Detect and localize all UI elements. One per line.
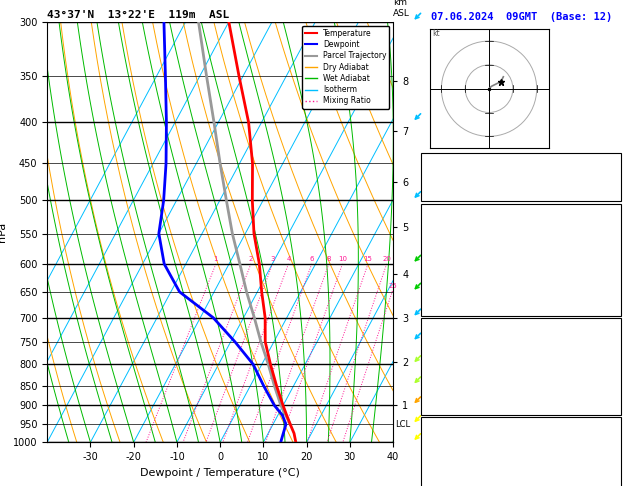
Text: 2: 2: [248, 256, 253, 262]
Y-axis label: hPa: hPa: [0, 222, 8, 242]
Text: Most Unstable: Most Unstable: [486, 322, 557, 331]
Text: CIN (J): CIN (J): [425, 402, 462, 411]
Text: 20: 20: [382, 256, 391, 262]
Text: 1: 1: [214, 256, 218, 262]
Text: 5: 5: [613, 370, 619, 379]
Text: 25: 25: [388, 283, 397, 289]
Text: SREH: SREH: [425, 452, 446, 462]
Text: 43°37'N  13°22'E  119m  ASL: 43°37'N 13°22'E 119m ASL: [47, 10, 230, 20]
Text: StmSpd (kt): StmSpd (kt): [425, 485, 484, 486]
Text: 07.06.2024  09GMT  (Base: 12): 07.06.2024 09GMT (Base: 12): [431, 12, 612, 22]
Text: CAPE (J): CAPE (J): [425, 386, 467, 395]
Text: 4: 4: [286, 256, 291, 262]
Text: © weatheronline.co.uk: © weatheronline.co.uk: [469, 471, 574, 480]
Text: 17.5: 17.5: [598, 223, 619, 232]
Text: Mixing Ratio (g/kg): Mixing Ratio (g/kg): [509, 210, 519, 296]
Text: CAPE (J): CAPE (J): [425, 287, 467, 296]
Text: CIN (J): CIN (J): [425, 303, 462, 312]
Legend: Temperature, Dewpoint, Parcel Trajectory, Dry Adiabat, Wet Adiabat, Isotherm, Mi: Temperature, Dewpoint, Parcel Trajectory…: [302, 26, 389, 108]
Text: Temp (°C): Temp (°C): [425, 223, 473, 232]
Text: 11: 11: [608, 485, 619, 486]
Text: K: K: [425, 156, 430, 166]
Text: 18: 18: [608, 452, 619, 462]
Text: 0: 0: [613, 386, 619, 395]
Text: 0: 0: [613, 287, 619, 296]
Text: 6: 6: [309, 256, 314, 262]
Text: 15: 15: [364, 256, 372, 262]
Text: 0: 0: [613, 402, 619, 411]
Text: kt: kt: [432, 29, 440, 38]
Text: Lifted Index: Lifted Index: [425, 370, 489, 379]
Text: EH: EH: [425, 436, 435, 446]
Text: 11: 11: [608, 156, 619, 166]
Text: 14: 14: [608, 239, 619, 248]
Text: Pressure (mb): Pressure (mb): [425, 338, 494, 347]
Text: Totals Totals: Totals Totals: [425, 173, 494, 182]
Text: θε(K): θε(K): [425, 255, 452, 264]
Text: 8: 8: [326, 256, 331, 262]
Text: Surface: Surface: [503, 207, 540, 216]
Text: 3: 3: [270, 256, 275, 262]
Text: Dewp (°C): Dewp (°C): [425, 239, 473, 248]
Text: θε (K): θε (K): [425, 354, 457, 363]
Text: 0: 0: [613, 303, 619, 312]
Text: 321: 321: [603, 354, 619, 363]
Text: 7: 7: [613, 271, 619, 280]
Text: 950: 950: [603, 338, 619, 347]
Text: Hodograph: Hodograph: [498, 420, 545, 430]
Text: StmDir: StmDir: [425, 469, 457, 478]
Text: 2.26: 2.26: [598, 189, 619, 198]
Text: km
ASL: km ASL: [393, 0, 410, 17]
Text: 41: 41: [608, 173, 619, 182]
Text: Lifted Index: Lifted Index: [425, 271, 489, 280]
Text: LCL: LCL: [395, 420, 410, 429]
Text: 316°: 316°: [598, 469, 619, 478]
Text: 10: 10: [338, 256, 347, 262]
Text: PW (cm): PW (cm): [425, 189, 462, 198]
X-axis label: Dewpoint / Temperature (°C): Dewpoint / Temperature (°C): [140, 468, 300, 478]
Text: 10: 10: [608, 436, 619, 446]
Text: 318: 318: [603, 255, 619, 264]
